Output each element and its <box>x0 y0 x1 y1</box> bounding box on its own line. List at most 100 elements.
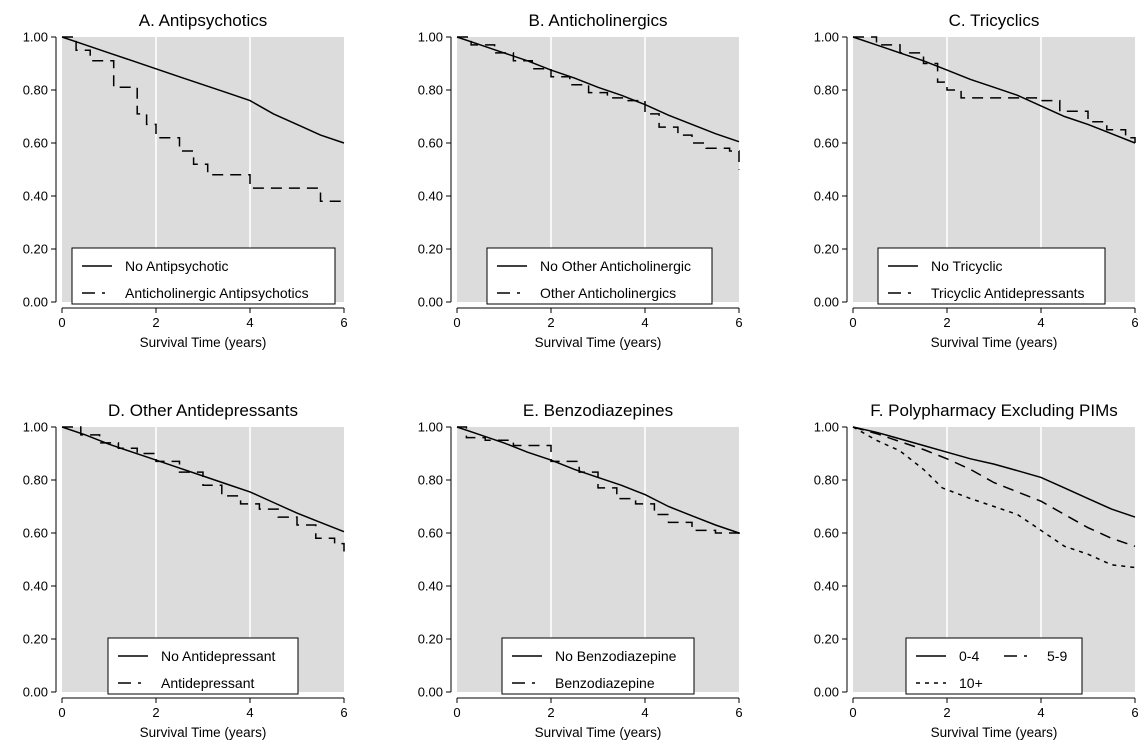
legend-label: 0-4 <box>959 648 979 664</box>
y-tick-label: 0.80 <box>814 83 839 98</box>
x-tick-label: 2 <box>943 315 950 330</box>
y-tick-label: 0.40 <box>814 189 839 204</box>
legend-label: No Tricyclic <box>931 258 1003 274</box>
legend-label: Benzodiazepine <box>555 675 655 691</box>
chart-panel-6: 0.00 0.20 0.40 0.60 0.80 1.00 0 2 4 6 F. Polypharm… <box>814 401 1138 740</box>
legend: No Other Anticholinergic Other Anticholin… <box>486 247 713 305</box>
y-tick-label: 0.20 <box>814 242 839 257</box>
y-tick-label: 1.00 <box>23 420 48 435</box>
x-tick-label: 2 <box>547 315 554 330</box>
y-tick-label: 0.60 <box>23 136 48 151</box>
x-tick-label: 2 <box>152 705 159 720</box>
legend-box <box>71 247 336 305</box>
chart-title: E. Benzodiazepines <box>523 401 673 420</box>
chart-panel-3: 0.00 0.20 0.40 0.60 0.80 1.00 0 2 4 6 C. Tricyclic… <box>814 11 1138 350</box>
y-tick-label: 0.00 <box>23 685 48 700</box>
y-tick-label: 0.40 <box>814 579 839 594</box>
x-tick-label: 2 <box>943 705 950 720</box>
chart-panel-2: 0.00 0.20 0.40 0.60 0.80 1.00 0 2 4 6 B. Anticholi… <box>418 11 743 350</box>
y-tick-label: 0.60 <box>814 526 839 541</box>
y-tick-label: 0.80 <box>418 473 443 488</box>
chart-panel-1: 0.00 0.20 0.40 0.60 0.80 1.00 0 2 4 6 A. Antipsych… <box>23 11 348 350</box>
legend-box <box>905 637 1083 695</box>
x-tick-label: 4 <box>1037 315 1044 330</box>
chart-panel-5: 0.00 0.20 0.40 0.60 0.80 1.00 0 2 4 6 E. Benzodiaz… <box>418 401 743 740</box>
chart-title: C. Tricyclics <box>949 11 1040 30</box>
series-line-3 <box>852 426 1136 569</box>
x-axis-title: Survival Time (years) <box>535 725 662 740</box>
legend-label: Antidepressant <box>161 675 255 691</box>
y-tick-label: 0.60 <box>23 526 48 541</box>
chart-panel-4: 0.00 0.20 0.40 0.60 0.80 1.00 0 2 4 6 D. Other Ant… <box>23 401 348 740</box>
y-tick-label: 0.20 <box>23 632 48 647</box>
x-tick-label: 6 <box>340 705 347 720</box>
y-tick-label: 0.00 <box>814 685 839 700</box>
legend-box <box>877 247 1106 305</box>
series-line-2 <box>853 36 1136 143</box>
y-tick-label: 0.60 <box>814 136 839 151</box>
y-tick-label: 1.00 <box>418 30 443 45</box>
series-line-2 <box>457 426 740 541</box>
legend-label: 5-9 <box>1047 648 1067 664</box>
x-tick-label: 0 <box>849 705 856 720</box>
y-tick-label: 0.80 <box>418 83 443 98</box>
legend-label: No Antipsychotic <box>125 258 229 274</box>
legend-label: No Other Anticholinergic <box>540 258 691 274</box>
x-tick-label: 6 <box>1131 315 1138 330</box>
y-tick-label: 0.60 <box>418 136 443 151</box>
y-tick-label: 1.00 <box>418 420 443 435</box>
x-tick-label: 4 <box>641 315 648 330</box>
chart-title: F. Polypharmacy Excluding PIMs <box>870 401 1118 420</box>
legend-label: No Benzodiazepine <box>555 648 677 664</box>
series-line-1 <box>456 426 740 534</box>
y-tick-label: 0.20 <box>814 632 839 647</box>
x-tick-label: 6 <box>735 315 742 330</box>
y-tick-label: 0.80 <box>814 473 839 488</box>
y-tick-label: 0.00 <box>23 295 48 310</box>
series-line-2 <box>62 426 345 552</box>
y-tick-label: 1.00 <box>23 30 48 45</box>
y-tick-label: 1.00 <box>814 30 839 45</box>
x-tick-label: 6 <box>735 705 742 720</box>
x-tick-label: 4 <box>246 705 253 720</box>
y-tick-label: 0.20 <box>23 242 48 257</box>
x-tick-label: 0 <box>453 315 460 330</box>
x-tick-label: 0 <box>58 315 65 330</box>
legend: No Benzodiazepine Benzodiazepine <box>501 637 695 695</box>
y-tick-label: 0.40 <box>418 189 443 204</box>
legend-label: Other Anticholinergics <box>540 285 676 301</box>
y-tick-label: 0.00 <box>418 295 443 310</box>
y-tick-label: 1.00 <box>814 420 839 435</box>
legend: No Tricyclic Tricyclic Antidepressants <box>877 247 1106 305</box>
x-tick-label: 4 <box>1037 705 1044 720</box>
y-tick-label: 0.80 <box>23 473 48 488</box>
y-tick-label: 0.40 <box>418 579 443 594</box>
x-axis-title: Survival Time (years) <box>140 335 267 350</box>
legend-box <box>486 247 713 305</box>
y-tick-label: 0.20 <box>418 242 443 257</box>
x-tick-label: 0 <box>453 705 460 720</box>
legend: 0-4 5-9 10+ <box>905 637 1083 695</box>
legend-label: Tricyclic Antidepressants <box>931 285 1085 301</box>
legend: No Antipsychotic Anticholinergic Antipsyc… <box>71 247 336 305</box>
y-tick-label: 0.40 <box>23 579 48 594</box>
x-tick-label: 0 <box>58 705 65 720</box>
chart-title: A. Antipsychotics <box>139 11 268 30</box>
x-axis-title: Survival Time (years) <box>931 335 1058 350</box>
x-tick-label: 2 <box>152 315 159 330</box>
y-tick-label: 0.00 <box>814 295 839 310</box>
legend-box <box>501 637 695 695</box>
legend: No Antidepressant Antidepressant <box>107 637 299 695</box>
x-tick-label: 2 <box>547 705 554 720</box>
legend-label: Anticholinergic Antipsychotics <box>125 285 309 301</box>
legend-box <box>107 637 299 695</box>
y-tick-label: 0.40 <box>23 189 48 204</box>
x-axis-title: Survival Time (years) <box>931 725 1058 740</box>
x-tick-label: 6 <box>1131 705 1138 720</box>
legend-label: No Antidepressant <box>161 648 276 664</box>
x-tick-label: 0 <box>849 315 856 330</box>
series-line-1 <box>61 36 345 144</box>
x-tick-label: 4 <box>641 705 648 720</box>
x-tick-label: 6 <box>340 315 347 330</box>
